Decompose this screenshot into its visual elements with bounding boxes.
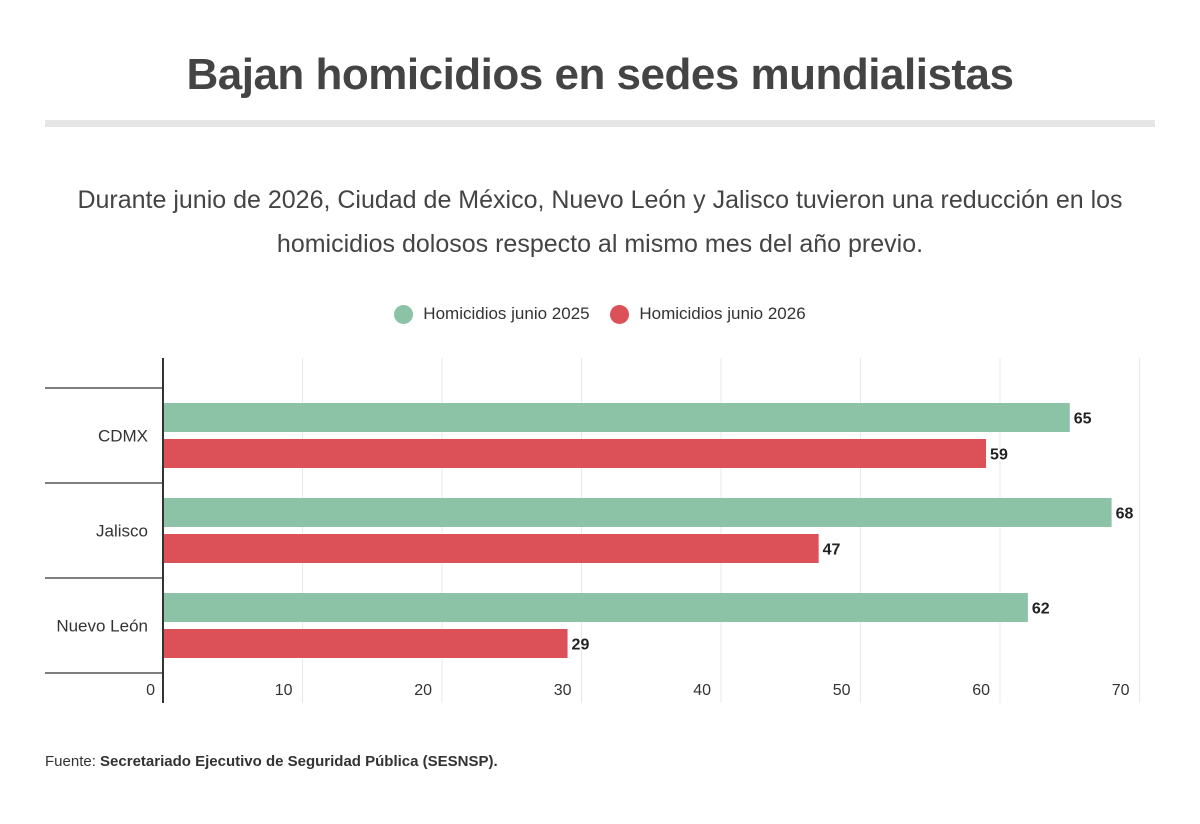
legend-item-2026: Homicidios junio 2026 <box>610 304 806 324</box>
data-label: 65 <box>1074 411 1092 428</box>
legend-swatch-2025 <box>394 304 414 324</box>
source-name: Secretariado Ejecutivo de Seguridad Públ… <box>100 753 498 770</box>
category-label: CDMX <box>98 427 148 446</box>
x-tick-label: 20 <box>414 682 432 699</box>
bar <box>163 403 1070 432</box>
title-divider <box>45 120 1155 127</box>
source-label: Fuente: <box>45 753 96 770</box>
x-tick-label: 70 <box>1112 682 1130 699</box>
x-tick-label: 30 <box>554 682 572 699</box>
legend-label-2026: Homicidios junio 2026 <box>639 304 806 323</box>
bar <box>163 498 1112 527</box>
bar <box>163 629 568 658</box>
legend-label-2025: Homicidios junio 2025 <box>423 304 590 323</box>
category-label: Nuevo León <box>56 617 148 636</box>
bar <box>163 593 1028 622</box>
category-label: Jalisco <box>96 522 148 541</box>
chart-legend: Homicidios junio 2025 Homicidios junio 2… <box>0 304 1200 329</box>
x-tick-label: 10 <box>275 682 293 699</box>
x-tick-label: 40 <box>693 682 711 699</box>
data-label: 47 <box>823 542 841 559</box>
data-label: 62 <box>1032 601 1050 618</box>
x-tick-label: 60 <box>972 682 990 699</box>
legend-swatch-2026 <box>610 304 630 324</box>
data-label: 59 <box>990 447 1008 464</box>
data-label: 29 <box>572 637 590 654</box>
chart-subtitle: Durante junio de 2026, Ciudad de México,… <box>77 186 1123 258</box>
bar <box>163 534 819 563</box>
chart-footer: Fuente: Secretariado Ejecutivo de Seguri… <box>45 753 498 770</box>
x-tick-label: 0 <box>146 682 155 699</box>
chart-title: Bajan homicidios en sedes mundialistas <box>186 50 1014 99</box>
data-label: 68 <box>1116 506 1134 523</box>
bar <box>163 439 987 468</box>
x-tick-label: 50 <box>833 682 851 699</box>
bar-chart: 65 59 CDMX 68 47 Jalisco 62 29 Nuevo León 0 10 20 30… <box>45 358 1140 703</box>
legend-item-2025: Homicidios junio 2025 <box>394 304 590 324</box>
